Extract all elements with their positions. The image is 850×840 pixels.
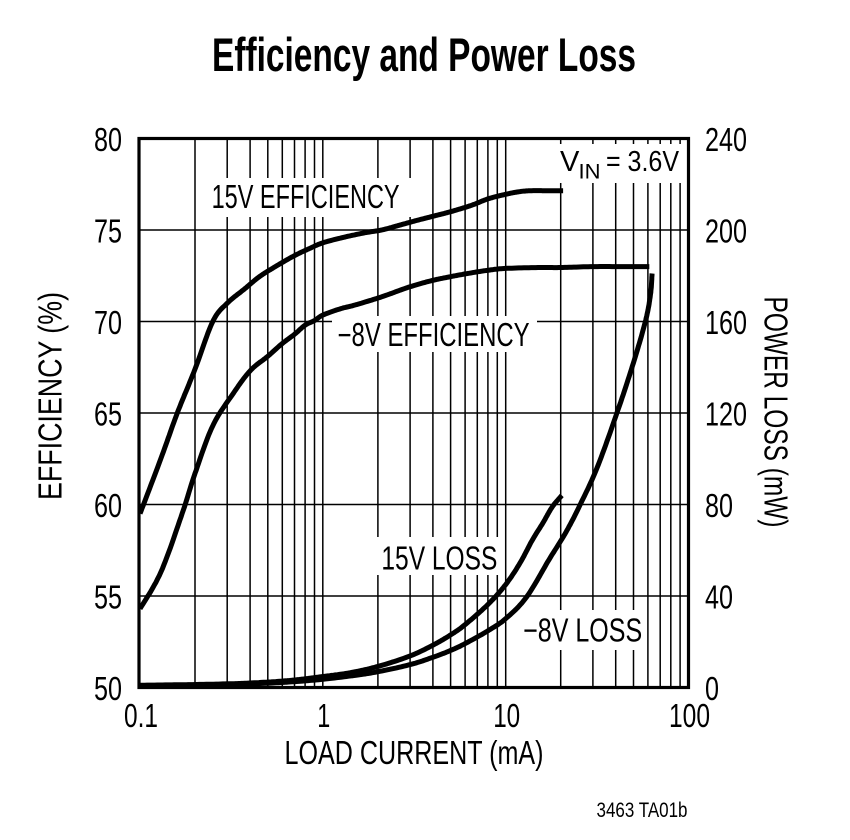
svg-text:50: 50 [94,670,122,707]
svg-text:80: 80 [705,487,733,524]
svg-text:EFFICIENCY (%): EFFICIENCY (%) [32,292,69,500]
svg-text:15V LOSS: 15V LOSS [381,540,497,577]
svg-text:1: 1 [317,697,330,734]
svg-text:−8V EFFICIENCY: −8V EFFICIENCY [338,316,530,353]
svg-text:80: 80 [94,121,122,158]
svg-text:160: 160 [705,304,747,341]
svg-text:100: 100 [669,697,710,734]
svg-text:0.1: 0.1 [124,697,158,734]
svg-text:Efficiency and Power Loss: Efficiency and Power Loss [212,28,636,81]
svg-text:40: 40 [705,579,733,616]
svg-text:240: 240 [705,121,747,158]
svg-text:10: 10 [493,697,520,734]
svg-text:0: 0 [705,670,719,707]
svg-text:60: 60 [94,487,122,524]
svg-text:= 3.6V: = 3.6V [606,146,680,178]
svg-text:POWER LOSS (mW): POWER LOSS (mW) [758,297,795,528]
svg-text:55: 55 [94,579,122,616]
svg-text:120: 120 [705,396,747,433]
svg-text:200: 200 [705,213,747,250]
svg-text:15V EFFICIENCY: 15V EFFICIENCY [212,178,400,215]
svg-text:IN: IN [579,160,601,184]
svg-text:LOAD CURRENT (mA): LOAD CURRENT (mA) [285,734,544,771]
svg-text:−8V LOSS: −8V LOSS [523,612,642,649]
svg-text:V: V [560,146,580,178]
svg-text:65: 65 [94,396,122,433]
svg-text:75: 75 [94,213,122,250]
svg-text:70: 70 [94,304,122,341]
svg-text:3463 TA01b: 3463 TA01b [597,798,688,822]
